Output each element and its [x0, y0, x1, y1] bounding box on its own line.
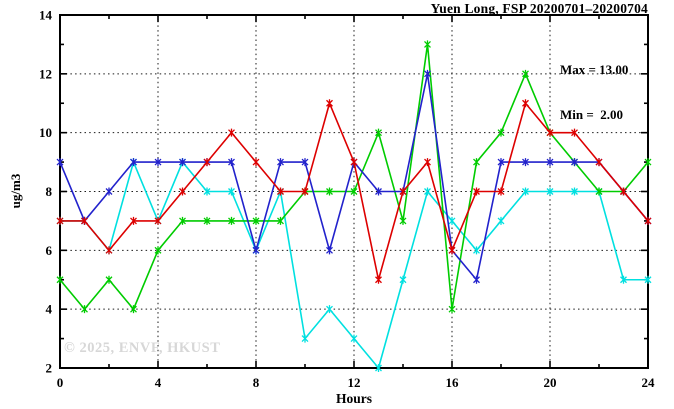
- y-tick-label: 8: [46, 184, 53, 199]
- green-line-markers: [56, 40, 652, 314]
- max-value-label: Max = 13.00: [560, 62, 629, 77]
- x-tick-labels: 0 4 8 12 16 20 24: [57, 375, 655, 390]
- stats-annotation: Max = 13.00 Min = 2.00: [560, 32, 628, 152]
- y-tick-labels: 2 4 6 8 10 12 14: [39, 8, 53, 376]
- watermark: © 2025, ENVF, HKUST: [64, 340, 221, 356]
- x-tick-label: 4: [155, 375, 162, 390]
- x-tick-label: 24: [642, 375, 656, 390]
- x-tick-label: 0: [57, 375, 64, 390]
- axis-ticks: [59, 14, 649, 369]
- chart-title: Yuen Long, FSP 20200701–20200704: [430, 1, 648, 16]
- y-tick-label: 4: [46, 302, 53, 317]
- x-tick-label: 8: [253, 375, 260, 390]
- y-tick-label: 2: [46, 361, 53, 376]
- x-tick-label: 12: [348, 375, 361, 390]
- y-tick-label: 6: [46, 243, 53, 258]
- series-red-line: [56, 99, 652, 284]
- min-value-label: Min = 2.00: [560, 107, 624, 122]
- y-tick-label: 14: [39, 8, 53, 23]
- y-tick-label: 10: [39, 125, 52, 140]
- x-tick-label: 20: [544, 375, 557, 390]
- y-axis-title: ug/m3: [8, 173, 23, 209]
- x-tick-label: 16: [446, 375, 460, 390]
- y-tick-label: 12: [39, 66, 52, 81]
- red-line-markers: [56, 99, 652, 284]
- x-axis-title: Hours: [335, 391, 372, 406]
